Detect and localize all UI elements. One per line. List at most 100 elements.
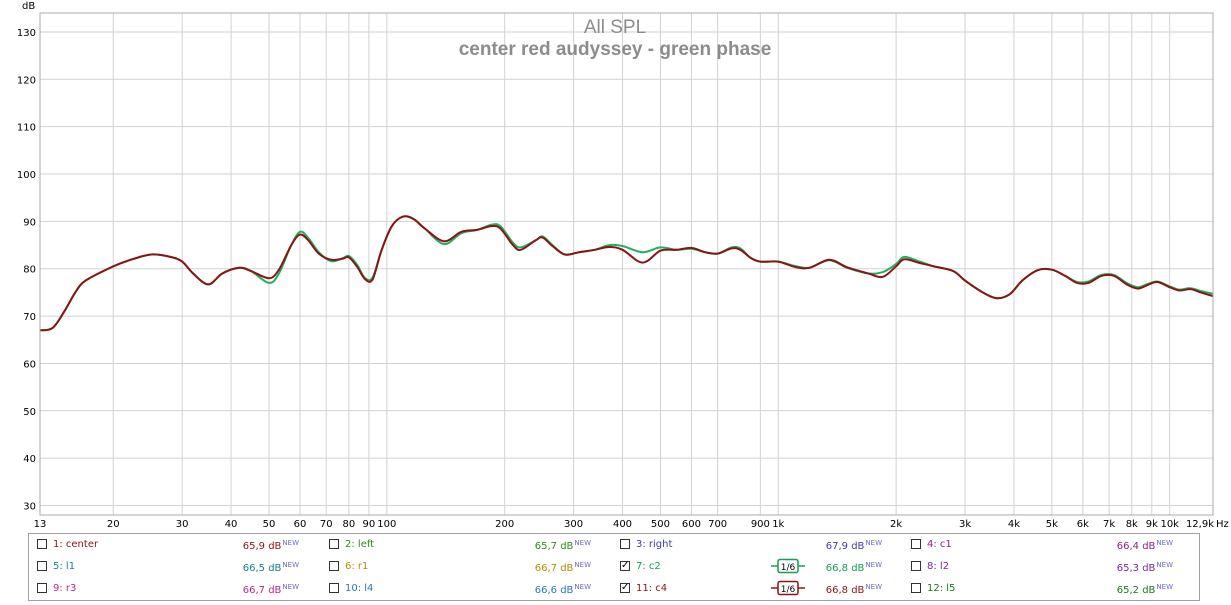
measurement-level: 66,6 dBNEW (534, 583, 591, 596)
legend-item: 10: l4 66,6 dBNEW (321, 578, 611, 600)
new-tag: NEW (574, 583, 591, 591)
x-tick-label: 500 (651, 519, 670, 530)
legend-item: 5: l1 66,5 dBNEW (29, 556, 319, 578)
series-lines (39, 215, 1214, 332)
new-tag: NEW (865, 561, 882, 569)
measurement-name: 6: r1 (345, 561, 369, 572)
x-tick-label: 12,9k (1186, 519, 1214, 530)
x-tick-label: 200 (495, 519, 514, 530)
measurement-checkbox[interactable] (911, 539, 921, 549)
x-tick-label: 600 (682, 519, 701, 530)
x-tick-label: 40 (225, 519, 238, 530)
measurement-level: 65,3 dBNEW (1116, 561, 1173, 574)
smoothing-badge[interactable]: 1/6 (771, 580, 805, 596)
x-tick-label: 5k (1046, 519, 1058, 530)
y-tick-label: 110 (17, 123, 36, 134)
new-tag: NEW (282, 561, 299, 569)
y-tick-labels: 30 40 50 60 70 80 90 100 110 120 130 (17, 28, 36, 513)
chart-title: All SPL (584, 17, 646, 38)
x-tick-label: 30 (176, 519, 189, 530)
measurement-level: 67,9 dBNEW (825, 539, 882, 552)
legend-item: 2: left 65,7 dBNEW (321, 534, 611, 556)
series-line-c4 (39, 215, 1214, 332)
svg-text:1/6: 1/6 (781, 585, 796, 595)
x-tick-label: 3k (959, 519, 971, 530)
chart-subtitle: center red audyssey - green phase (459, 39, 772, 60)
x-tick-label: 4k (1008, 519, 1020, 530)
y-tick-label: 60 (23, 359, 36, 370)
legend-item: 12: l5 65,2 dBNEW (903, 578, 1193, 600)
x-tick-label: 90 (363, 519, 376, 530)
x-tick-label: 300 (564, 519, 583, 530)
legend-item: 8: l2 65,3 dBNEW (903, 556, 1193, 578)
x-tick-label: 80 (343, 519, 356, 530)
measurement-checkbox[interactable] (911, 583, 921, 593)
x-tick-labels: 13 20 30 40 50 60 70 80 90 100 200 300 400 500 600 700 9… (34, 519, 1215, 530)
legend-item: 9: r3 66,7 dBNEW (29, 578, 319, 600)
measurement-checkbox[interactable]: ✓ (620, 582, 630, 593)
measurement-name: 11: c4 (636, 583, 668, 594)
legend-item: 3: right 67,9 dBNEW (612, 534, 902, 556)
measurement-checkbox[interactable]: ✓ (620, 560, 630, 571)
measurement-level: 66,8 dBNEW (825, 583, 882, 596)
x-tick-label: 400 (613, 519, 632, 530)
y-tick-label: 130 (17, 28, 36, 39)
legend-item: 6: r1 66,7 dBNEW (321, 556, 611, 578)
measurement-level: 65,2 dBNEW (1116, 583, 1173, 596)
x-tick-label: 8k (1126, 519, 1138, 530)
y-tick-label: 50 (23, 407, 36, 418)
measurement-level: 66,7 dBNEW (534, 561, 591, 574)
legend-item: ✓ 7: c2 1/6 66,8 dBNEW (612, 556, 902, 578)
measurement-name: 10: l4 (345, 583, 374, 594)
x-tick-label: 60 (294, 519, 307, 530)
measurement-checkbox[interactable] (37, 561, 47, 571)
measurement-checkbox[interactable] (37, 539, 47, 549)
x-tick-label: 7k (1103, 519, 1115, 530)
measurement-checkbox[interactable] (911, 561, 921, 571)
smoothing-badge[interactable]: 1/6 (771, 558, 805, 574)
y-tick-label: 80 (23, 265, 36, 276)
measurement-level: 65,9 dBNEW (242, 539, 299, 552)
x-tick-label: 20 (107, 519, 120, 530)
x-tick-label: 6k (1077, 519, 1089, 530)
legend-item: 4: c1 66,4 dBNEW (903, 534, 1193, 556)
measurement-level: 66,7 dBNEW (242, 583, 299, 596)
x-tick-label: 10k (1160, 519, 1179, 530)
measurement-level: 66,5 dBNEW (242, 561, 299, 574)
measurement-name: 7: c2 (636, 561, 661, 572)
measurement-name: 8: l2 (927, 561, 950, 572)
measurement-checkbox[interactable] (329, 561, 339, 571)
measurement-checkbox[interactable] (37, 583, 47, 593)
new-tag: NEW (1156, 561, 1173, 569)
y-tick-label: 100 (17, 170, 36, 181)
x-tick-label: 900 (751, 519, 770, 530)
new-tag: NEW (1156, 583, 1173, 591)
x-tick-label: 1k (772, 519, 784, 530)
measurement-name: 3: right (636, 539, 673, 550)
measurement-name: 9: r3 (53, 583, 77, 594)
plot-background (40, 13, 1213, 515)
new-tag: NEW (1156, 539, 1173, 547)
plot-frame (39, 12, 1214, 516)
x-tick-label: 700 (708, 519, 727, 530)
legend-item: 1: center 65,9 dBNEW (29, 534, 319, 556)
measurement-level: 66,8 dBNEW (825, 561, 882, 574)
y-tick-label: 40 (23, 454, 36, 465)
legend-panel: 1: center 65,9 dBNEW 2: left 65,7 dBNEW 3: r… (28, 533, 1200, 601)
measurement-checkbox[interactable] (620, 539, 630, 549)
x-tick-label: 2k (890, 519, 902, 530)
new-tag: NEW (574, 561, 591, 569)
new-tag: NEW (865, 539, 882, 547)
measurement-checkbox[interactable] (329, 539, 339, 549)
y-tick-label: 120 (17, 75, 36, 86)
new-tag: NEW (865, 583, 882, 591)
x-tick-label: 9k (1146, 519, 1158, 530)
legend-row: 1: center 65,9 dBNEW 2: left 65,7 dBNEW 3: r… (29, 534, 1199, 556)
y-tick-label: 90 (23, 217, 36, 228)
x-tick-label: 50 (263, 519, 276, 530)
x-tick-label: 13 (34, 519, 47, 530)
measurement-name: 2: left (345, 539, 375, 550)
y-tick-label: 30 (23, 502, 36, 513)
measurement-checkbox[interactable] (329, 583, 339, 593)
